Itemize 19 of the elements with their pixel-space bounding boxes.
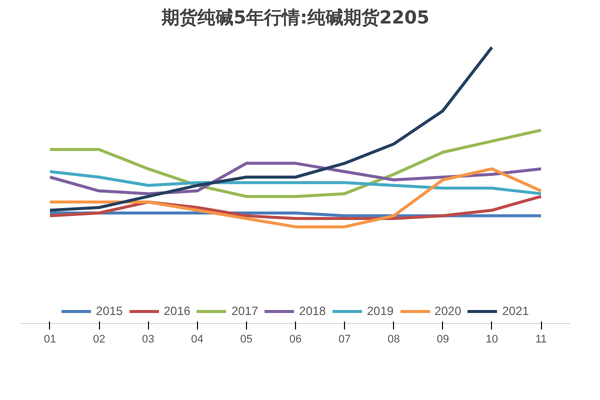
x-tick-label: 02: [92, 334, 106, 346]
legend-label: 2016: [164, 304, 190, 318]
legend-label: 2020: [434, 304, 462, 318]
legend-label: 2017: [231, 304, 258, 318]
legend-label: 2015: [96, 304, 123, 318]
x-tick-label: 07: [338, 334, 351, 346]
x-tick-label: 08: [388, 334, 400, 346]
x-tick-label: 04: [191, 334, 204, 346]
x-tick-label: 03: [142, 334, 154, 346]
chart-title: 期货纯碱5年行情:纯碱期货2205: [160, 8, 430, 28]
legend-label: 2021: [502, 304, 529, 318]
x-tick-label: 11: [535, 334, 547, 346]
x-tick-label: 06: [289, 334, 302, 346]
x-tick-label: 09: [436, 334, 449, 346]
legend-label: 2018: [299, 304, 326, 318]
x-tick-label: 05: [240, 334, 253, 346]
x-tick-label: 01: [44, 334, 56, 346]
x-tick-label: 10: [486, 334, 498, 346]
legend-label: 2019: [366, 304, 394, 318]
